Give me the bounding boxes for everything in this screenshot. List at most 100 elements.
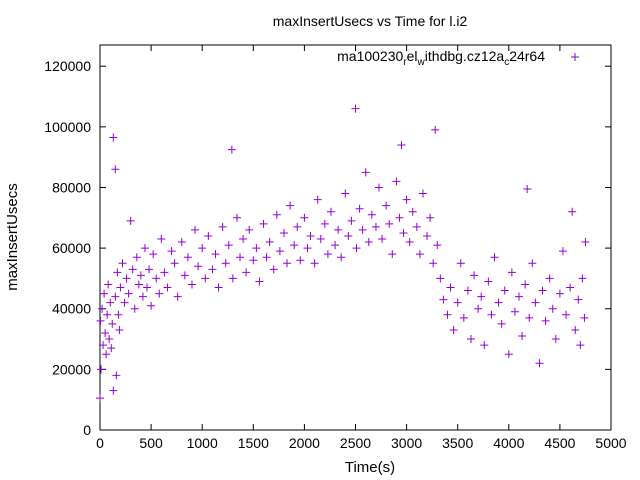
- data-point: [331, 241, 340, 250]
- data-point: [574, 295, 583, 304]
- data-point: [96, 394, 104, 403]
- y-tick-label: 20000: [52, 361, 91, 377]
- data-point: [101, 328, 110, 337]
- x-tick-label: 0: [96, 435, 104, 451]
- data-point: [562, 310, 571, 319]
- data-point: [545, 274, 554, 283]
- data-point: [303, 244, 312, 253]
- data-point: [551, 335, 560, 344]
- data-point: [107, 344, 116, 353]
- data-point: [326, 207, 335, 216]
- data-point: [296, 256, 305, 265]
- data-point: [439, 295, 448, 304]
- data-point: [337, 253, 346, 262]
- data-point: [418, 189, 427, 198]
- data-points: [96, 104, 590, 403]
- data-point: [198, 244, 207, 253]
- data-point: [470, 271, 479, 280]
- data-point: [232, 213, 241, 222]
- x-tick-label: 500: [139, 435, 163, 451]
- data-point: [167, 247, 176, 256]
- data-point: [204, 231, 213, 240]
- data-point: [194, 262, 203, 271]
- data-point: [320, 219, 329, 228]
- data-point: [351, 104, 360, 113]
- data-point: [145, 265, 154, 274]
- data-point: [523, 184, 532, 193]
- data-point: [173, 292, 182, 301]
- data-point: [484, 277, 493, 286]
- data-point: [364, 238, 373, 247]
- chart-title: maxInsertUsecs vs Time for l.i2: [273, 13, 468, 29]
- data-point: [323, 250, 332, 259]
- x-tick-label: 2000: [289, 435, 320, 451]
- data-point: [163, 283, 172, 292]
- data-point: [507, 268, 516, 277]
- data-point: [259, 219, 268, 228]
- data-point: [136, 271, 145, 280]
- y-axis-label: maxInsertUsecs: [4, 183, 21, 291]
- data-point: [415, 250, 424, 259]
- data-point: [453, 298, 462, 307]
- x-axis-label: Time(s): [345, 459, 395, 476]
- data-point: [227, 145, 236, 154]
- data-point: [236, 253, 245, 262]
- data-point: [109, 133, 118, 142]
- data-point: [459, 313, 468, 322]
- data-point: [361, 168, 370, 177]
- data-point: [426, 213, 435, 222]
- data-point: [548, 304, 557, 313]
- data-point: [239, 235, 248, 244]
- x-tick-label: 1000: [187, 435, 218, 451]
- data-point: [358, 225, 367, 234]
- legend-marker: [571, 53, 579, 61]
- data-point: [96, 316, 105, 325]
- data-point: [108, 319, 117, 328]
- data-point: [494, 298, 503, 307]
- data-point: [97, 365, 106, 374]
- data-point: [187, 280, 196, 289]
- data-point: [500, 286, 509, 295]
- data-point: [385, 219, 394, 228]
- data-point: [191, 225, 200, 234]
- legend-label: ma100230relwithdbg.cz12ac24r64: [337, 48, 545, 68]
- data-point: [375, 183, 384, 192]
- data-point: [538, 286, 547, 295]
- data-point: [568, 207, 577, 216]
- data-point: [128, 265, 137, 274]
- data-point: [347, 216, 356, 225]
- data-point: [412, 222, 421, 231]
- data-point: [290, 241, 299, 250]
- data-point: [214, 283, 223, 292]
- data-point: [98, 304, 107, 313]
- data-point: [581, 238, 590, 247]
- data-point: [245, 225, 254, 234]
- data-point: [134, 280, 143, 289]
- data-point: [558, 247, 567, 256]
- data-point: [106, 298, 115, 307]
- data-point: [157, 235, 166, 244]
- data-point: [104, 280, 113, 289]
- x-tick-label: 5000: [595, 435, 626, 451]
- x-tick-label: 3000: [391, 435, 422, 451]
- data-point: [224, 241, 233, 250]
- data-point: [310, 259, 319, 268]
- axes: 0 500 1000 1500 2000 2500 3000 3500 4000 4500 5000…: [44, 44, 627, 451]
- data-point: [111, 165, 120, 174]
- data-point: [279, 228, 288, 237]
- legend-marker-plus: [571, 53, 579, 61]
- x-tick-label: 3500: [442, 435, 473, 451]
- data-point: [576, 341, 585, 350]
- x-tick-label: 2500: [340, 435, 371, 451]
- data-point: [138, 292, 147, 301]
- data-point: [525, 313, 534, 322]
- data-point: [249, 256, 258, 265]
- data-point: [449, 325, 458, 334]
- data-point: [126, 216, 135, 225]
- data-point: [269, 265, 278, 274]
- data-point: [286, 201, 295, 210]
- data-point: [367, 210, 376, 219]
- data-point: [118, 259, 127, 268]
- data-point: [429, 259, 438, 268]
